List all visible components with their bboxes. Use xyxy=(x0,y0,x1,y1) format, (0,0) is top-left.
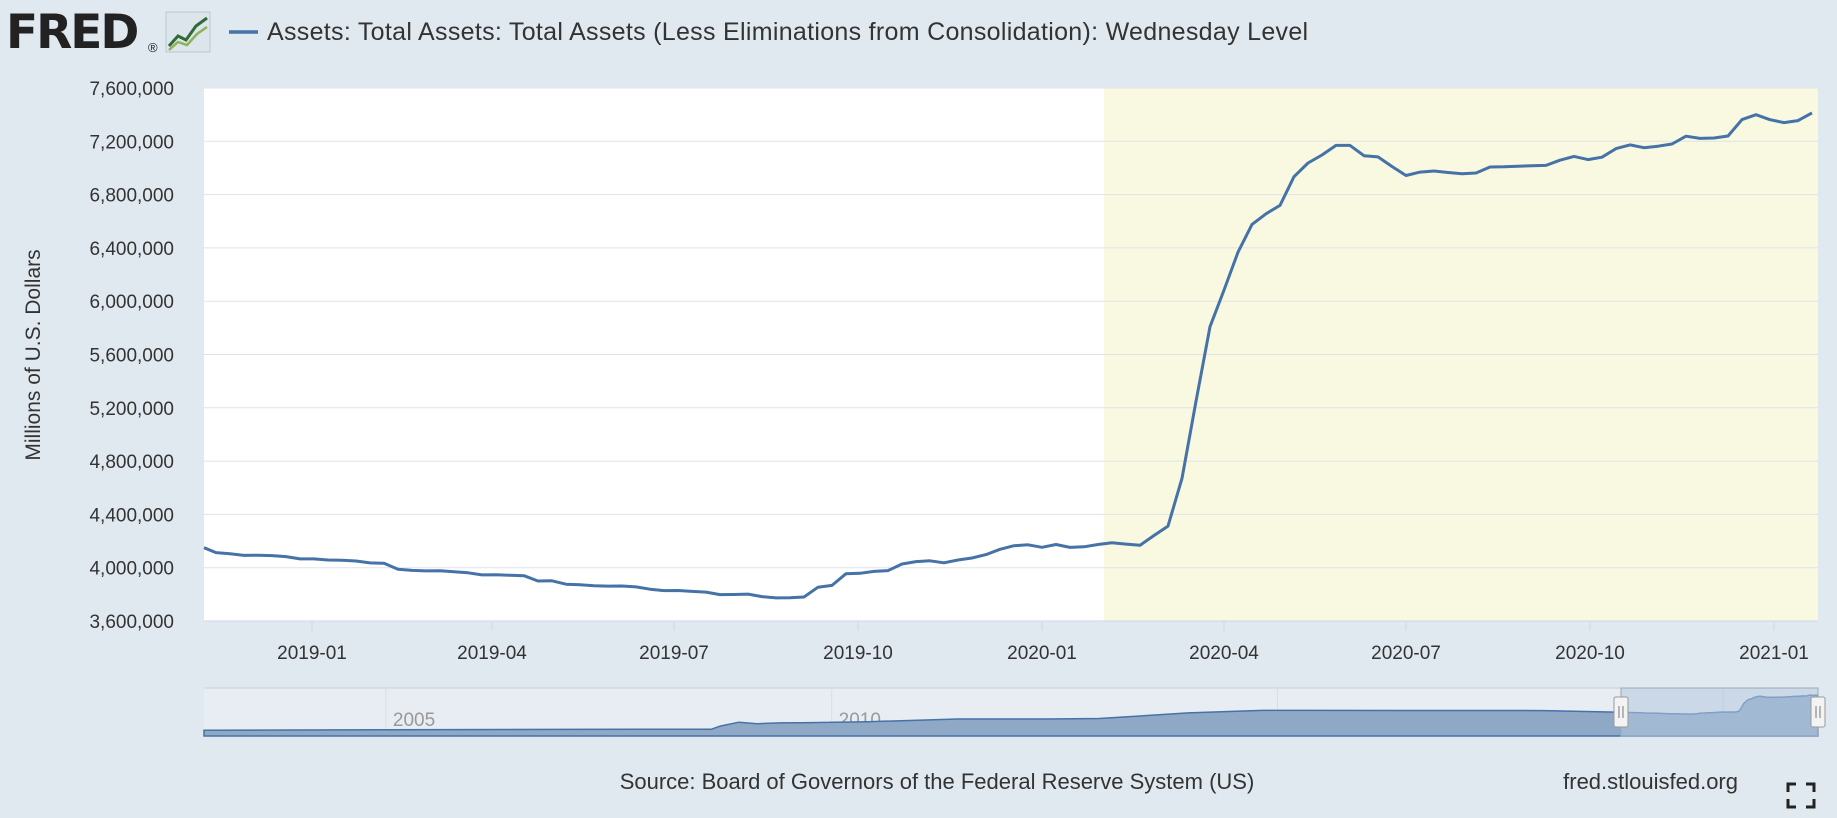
y-tick-label: 7,200,000 xyxy=(89,132,174,153)
fred-logo[interactable]: FRED ® xyxy=(6,5,211,60)
x-tick-label: 2020-01 xyxy=(1007,643,1077,664)
fullscreen-icon[interactable] xyxy=(1786,782,1816,809)
series-legend[interactable]: Assets: Total Assets: Total Assets (Less… xyxy=(229,18,1308,46)
y-gridlines xyxy=(204,87,1818,569)
y-tick-label: 6,400,000 xyxy=(89,239,174,260)
plot-area: 2019-01 2019-04 2019-07 2019-10 2020-01 2020-… xyxy=(89,79,1818,664)
fred-logo-registered: ® xyxy=(148,40,158,55)
y-tick-label: 5,600,000 xyxy=(89,346,174,367)
x-tick-label: 2019-07 xyxy=(639,643,709,664)
navigator-handle-left[interactable] xyxy=(1613,696,1629,728)
y-tick-label: 4,800,000 xyxy=(89,452,174,473)
y-tick-label: 3,600,000 xyxy=(89,612,174,633)
range-navigator[interactable]: 2005201020152020 xyxy=(203,687,1826,737)
y-axis-label: Millions of U.S. Dollars xyxy=(22,249,45,460)
y-tick-label: 4,400,000 xyxy=(89,505,174,526)
y-tick-label: 6,800,000 xyxy=(89,186,174,207)
x-tick-label: 2019-04 xyxy=(457,643,527,664)
x-tick-label: 2021-01 xyxy=(1739,643,1809,664)
navigator-selection[interactable] xyxy=(1620,687,1819,737)
legend-label: Assets: Total Assets: Total Assets (Less… xyxy=(267,18,1308,46)
fred-logo-chart-icon xyxy=(165,11,211,53)
x-tick-label: 2020-10 xyxy=(1555,643,1625,664)
x-tick-label: 2019-01 xyxy=(277,643,347,664)
y-tick-label: 5,200,000 xyxy=(89,399,174,420)
site-link[interactable]: fred.stlouisfed.org xyxy=(1563,769,1738,794)
x-axis: 2019-01 2019-04 2019-07 2019-10 2020-01 2020-… xyxy=(277,621,1809,664)
fred-logo-text: FRED xyxy=(6,5,137,60)
y-tick-label: 7,600,000 xyxy=(89,79,174,100)
navigator-tick-label: 2005 xyxy=(393,710,435,731)
source-note: Source: Board of Governors of the Federa… xyxy=(620,769,1255,794)
x-tick-label: 2019-10 xyxy=(823,643,893,664)
x-tick-label: 2020-07 xyxy=(1371,643,1441,664)
navigator-handle-right[interactable] xyxy=(1810,696,1826,728)
y-tick-label: 4,000,000 xyxy=(89,559,174,580)
y-tick-label: 6,000,000 xyxy=(89,292,174,313)
series-line[interactable] xyxy=(203,111,1813,600)
y-axis: 3,600,000 4,000,000 4,400,000 4,800,000 5,20… xyxy=(89,79,1818,633)
x-tick-label: 2020-04 xyxy=(1189,643,1259,664)
